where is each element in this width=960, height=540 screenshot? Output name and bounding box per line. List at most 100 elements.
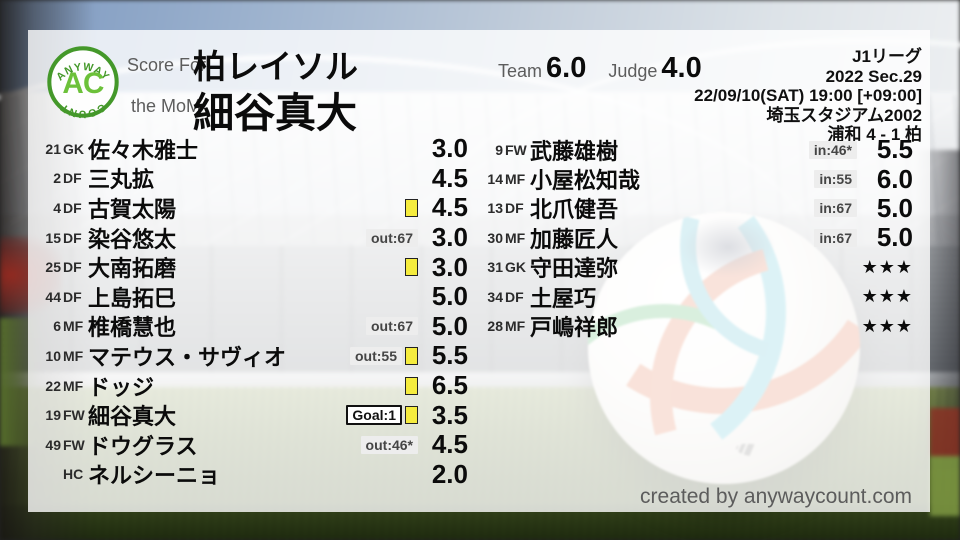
- player-name: 加藤匠人: [530, 226, 619, 252]
- player-number: 49: [45, 436, 61, 453]
- player-score: 6.0: [876, 163, 913, 194]
- logo-circle: [47, 46, 119, 118]
- substitution-badge: in:67: [814, 228, 857, 247]
- player-score: 5.5: [431, 340, 468, 371]
- right-grass-strip: [930, 456, 960, 516]
- player-number: 14: [487, 171, 503, 188]
- player-badges: [405, 258, 418, 277]
- player-number: 34: [487, 288, 503, 305]
- mom-label: the MoM: [131, 96, 202, 116]
- player-row: 2 DF 三丸拡 4.5: [34, 162, 468, 194]
- player-score: 6.5: [431, 370, 468, 401]
- player-position: FW: [63, 407, 85, 424]
- player-row: 19 FW 細谷真大 Goal:1 3.5: [34, 400, 468, 430]
- substitution-badge: in:55: [814, 170, 857, 189]
- player-row: 49 FW ドウグラス out:46* 4.5: [34, 429, 468, 460]
- player-row: 6 MF 椎橋慧也 out:67 5.0: [34, 310, 468, 342]
- team-score-value: 6.0: [546, 52, 587, 84]
- player-number: 21: [45, 140, 61, 157]
- player-number: 15: [45, 229, 61, 246]
- player-score: 3.0: [431, 133, 468, 164]
- player-position: DF: [505, 200, 524, 217]
- player-position: MF: [505, 318, 526, 335]
- substitute-roster-list: 9 FW 武藤雄樹 in:46* 5.5 14 MF 小屋松知哉 in:55 6…: [476, 134, 913, 341]
- player-name: 大南拓磨: [88, 256, 177, 282]
- player-score: 4.5: [431, 162, 468, 193]
- substitution-badge: out:46*: [360, 435, 418, 454]
- goal-badge: Goal:1: [346, 405, 402, 426]
- match-info-datetime: 22/09/10(SAT) 19:00 [+09:00]: [694, 86, 922, 106]
- player-position: DF: [63, 288, 82, 305]
- player-number: 19: [45, 407, 61, 424]
- svg-text:COUNT: COUNT: [58, 101, 108, 119]
- substitution-badge: in:67: [814, 199, 857, 218]
- player-number: 13: [487, 200, 503, 217]
- yellow-card-icon: [405, 406, 418, 425]
- player-row: 10 MF マテウス・サヴィオ out:55 5.5: [34, 340, 468, 371]
- yellow-card-icon: [405, 198, 418, 217]
- team-score-label: Team: [498, 61, 543, 81]
- logo-arc-bottom-text: COUNT: [58, 101, 107, 119]
- player-name: 細谷真大: [88, 404, 177, 430]
- player-position: MF: [63, 377, 84, 394]
- player-row: 9 FW 武藤雄樹 in:46* 5.5: [476, 134, 913, 165]
- match-info: J1リーグ 2022 Sec.29 22/09/10(SAT) 19:00 [+…: [694, 47, 922, 145]
- player-badges: in:55: [814, 170, 857, 189]
- player-number: 4: [53, 199, 61, 216]
- player-name: 三丸拡: [88, 167, 155, 193]
- player-number: 44: [45, 288, 61, 305]
- player-number: 22: [45, 377, 61, 394]
- match-info-stadium: 埼玉スタジアム2002: [766, 105, 922, 125]
- player-row: 22 MF ドッジ 6.5: [34, 370, 468, 401]
- player-badges: out:67: [366, 317, 418, 336]
- player-row: 15 DF 染谷悠太 out:67 3.0: [34, 222, 468, 253]
- player-position: DF: [63, 229, 82, 246]
- player-score: 2.0: [431, 458, 468, 489]
- player-score: 5.0: [431, 281, 468, 312]
- player-name: ネルシーニョ: [88, 463, 221, 489]
- player-position: DF: [505, 288, 524, 305]
- player-row: 30 MF 加藤匠人 in:67 5.0: [476, 222, 913, 253]
- player-score: 5.5: [876, 134, 913, 165]
- substitution-badge: in:46*: [808, 140, 857, 159]
- player-number: 28: [487, 318, 503, 335]
- anywaycount-logo: ANYWAY COUNT AC: [47, 46, 119, 119]
- yellow-card-icon: [405, 376, 418, 395]
- player-name: ドウグラス: [88, 433, 198, 459]
- player-name: ドッジ: [88, 374, 155, 400]
- player-badges: [405, 376, 418, 395]
- player-name: 染谷悠太: [88, 226, 177, 252]
- player-position: MF: [505, 229, 526, 246]
- team-judge-scores: Team 6.0 Judge 4.0: [498, 52, 702, 85]
- player-badges: out:55: [350, 346, 418, 365]
- player-score: 3.0: [431, 251, 468, 282]
- player-score: 4.5: [431, 429, 468, 460]
- player-number: 25: [45, 259, 61, 276]
- starting-roster-list: 21 GK 佐々木雅士 3.0 2 DF 三丸拡 4.5 4 DF 古賀太陽 4…: [34, 133, 468, 489]
- player-name: 椎橋慧也: [88, 315, 177, 341]
- player-badges: Goal:1: [346, 405, 418, 426]
- match-info-league: J1リーグ: [852, 47, 922, 66]
- player-row: 21 GK 佐々木雅士 3.0: [34, 133, 468, 164]
- player-row: 4 DF 古賀太陽 4.5: [34, 192, 468, 223]
- player-score: ★★★: [861, 256, 913, 277]
- player-row: 25 DF 大南拓磨 3.0: [34, 252, 468, 282]
- player-position: DF: [63, 199, 82, 216]
- player-position: DF: [63, 170, 82, 187]
- player-position: GK: [505, 259, 526, 276]
- score-panel: ANYWAY COUNT AC Score For 柏レイソル the MoM …: [28, 30, 930, 512]
- player-row: 34 DF 土屋巧 ★★★: [476, 282, 913, 311]
- player-name: 武藤雄樹: [530, 138, 619, 164]
- yellow-card-icon: [405, 258, 418, 277]
- player-name: 古賀太陽: [88, 196, 177, 222]
- match-info-result: 浦和 4 - 1 柏: [827, 125, 922, 145]
- player-position: MF: [63, 347, 84, 364]
- mom-name: 細谷真大: [193, 90, 357, 136]
- player-score: 3.5: [431, 399, 468, 430]
- judge-score-label: Judge: [608, 61, 658, 81]
- player-score: 5.0: [431, 310, 468, 341]
- player-score: 5.0: [876, 222, 913, 253]
- player-row: 14 MF 小屋松知哉 in:55 6.0: [476, 163, 913, 194]
- player-name: 小屋松知哉: [530, 168, 641, 194]
